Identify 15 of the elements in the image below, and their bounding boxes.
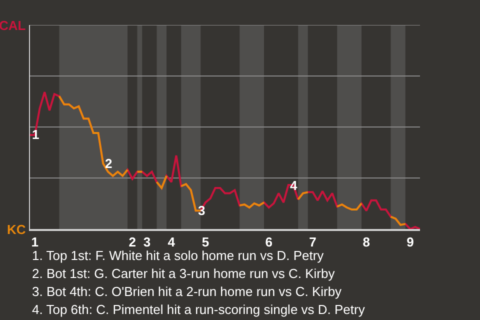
text: 4. Top 6th: C. Pimentel hit a run-scoring single vs D. Petry [32, 302, 366, 317]
x-tick-label: 7 [309, 234, 316, 250]
x-tick-label: 6 [265, 234, 272, 250]
text: 2. Bot 1st: G. Carter hit a 3-run home run vs C. Kirby [32, 266, 336, 281]
x-tick-label: 8 [362, 234, 370, 250]
annotation: 2 [105, 156, 112, 171]
x-tick-label: 3 [143, 234, 151, 250]
x-tick-label: 5 [202, 234, 210, 250]
text: KC [7, 222, 26, 237]
x-tick-label: 9 [406, 234, 414, 250]
x-tick-label: 4 [168, 234, 176, 250]
text: 3. Bot 4th: C. O'Brien hit a 2-run home run vs C. Kirby [32, 284, 342, 299]
text: 1. Top 1st: F. White hit a solo home run vs D. Petry [32, 248, 324, 263]
x-tick-label: 2 [128, 234, 136, 250]
x-tick-label: 1 [31, 234, 38, 250]
